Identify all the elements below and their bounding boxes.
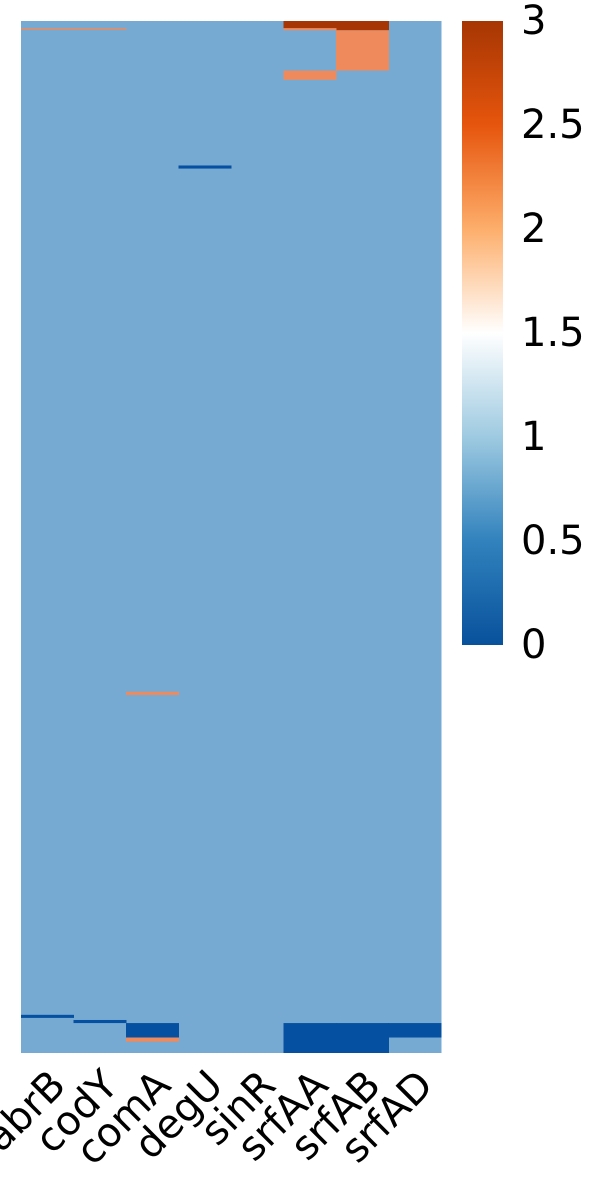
- heatmap-cell-degU-7: [178, 165, 232, 169]
- heatmap-column-codY: [73, 21, 127, 1053]
- colorbar-tick-label: 1: [521, 414, 546, 460]
- colorbar-tick-labels: 0 0.5 1 1.5 2 2.5 3: [521, 0, 585, 668]
- heatmap-cell-comA-12: [126, 1037, 179, 1042]
- heatmap-grid: [21, 21, 442, 1053]
- heatmap-cell-abrB-9: [21, 1014, 74, 1018]
- colorbar-tick-label: 0: [521, 622, 546, 668]
- heatmap-column-degU: [178, 21, 232, 1053]
- heatmap-column-srfAA: [283, 21, 337, 1053]
- heatmap-column-srfAB: [336, 21, 389, 1053]
- heatmap-cell-abrB-0: [21, 28, 74, 30]
- heatmap-cell-comA-11: [126, 1023, 179, 1038]
- heatmap-cell-codY-1: [73, 28, 127, 30]
- heatmap-cell-codY-10: [73, 1019, 127, 1024]
- heatmap-cell-srfAA-4: [283, 28, 337, 31]
- heatmap-cell-comA-8: [126, 691, 179, 695]
- heatmap-column-srfAD: [388, 21, 442, 1053]
- colorbar-tick-label: 1.5: [521, 310, 585, 356]
- heatmap-cell-srfAA-2: [283, 21, 337, 29]
- heatmap-cell-srfAD-15: [388, 1023, 442, 1038]
- colorbar-tick-label: 2.5: [521, 102, 585, 148]
- colorbar-tick-label: 2: [521, 206, 546, 252]
- heatmap-column-abrB: [21, 21, 74, 1053]
- colorbar: [462, 21, 503, 645]
- colorbar-tick-label: 0.5: [521, 518, 585, 564]
- heatmap-column-sinR: [231, 21, 284, 1053]
- heatmap-cell-srfAB-5: [336, 30, 389, 71]
- heatmap-cell-srfAA-13: [283, 1023, 337, 1053]
- colorbar-tick-label: 3: [521, 0, 546, 44]
- heatmap-cell-srfAA-6: [283, 70, 337, 80]
- heatmap-cell-srfAB-3: [336, 21, 389, 31]
- heatmap-cell-srfAB-14: [336, 1023, 389, 1053]
- heatmap-column-comA: [126, 21, 179, 1053]
